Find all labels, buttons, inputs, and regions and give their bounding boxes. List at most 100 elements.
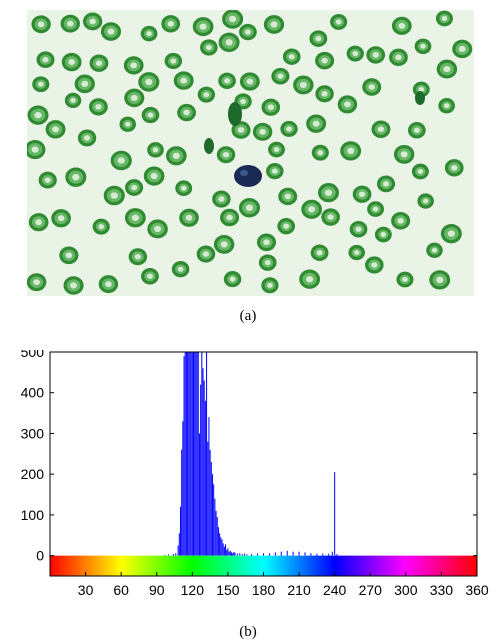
x-tick-label: 360 [465, 582, 489, 598]
red-blood-cell [268, 141, 285, 158]
red-blood-cell [89, 98, 108, 116]
red-blood-cell [61, 52, 82, 72]
red-blood-cell [60, 14, 80, 33]
red-blood-cell [452, 39, 473, 59]
red-blood-cell [27, 105, 49, 125]
red-blood-cell [27, 273, 47, 292]
red-blood-cell [82, 12, 103, 31]
red-blood-cell [140, 25, 158, 42]
red-blood-cell [280, 120, 298, 137]
y-tick-label: 300 [21, 425, 45, 441]
red-blood-cell [63, 276, 84, 295]
red-blood-cell [32, 76, 50, 93]
red-blood-cell [256, 233, 277, 252]
red-blood-cell [179, 208, 199, 227]
red-blood-cell [124, 88, 145, 108]
y-tick-label: 500 [21, 350, 45, 360]
red-blood-cell [92, 218, 110, 235]
red-blood-cell [238, 198, 261, 218]
red-blood-cell [161, 15, 181, 33]
blood-smear-image [27, 10, 474, 296]
red-blood-cell [340, 141, 362, 161]
red-blood-cell [389, 48, 408, 66]
red-blood-cell [27, 139, 46, 160]
red-blood-cell [36, 51, 55, 68]
red-blood-cell [38, 171, 57, 189]
red-blood-cell [239, 23, 257, 41]
red-blood-cell [330, 14, 348, 30]
red-blood-cell [318, 183, 339, 203]
red-blood-cell [261, 277, 279, 294]
red-blood-cell [220, 208, 240, 227]
red-blood-cell [165, 146, 187, 166]
red-blood-cell [352, 185, 372, 203]
red-blood-cell [218, 32, 240, 53]
red-blood-cell [309, 30, 328, 47]
red-blood-cell [293, 75, 314, 95]
red-blood-cell [396, 271, 414, 288]
red-blood-cell [414, 38, 432, 55]
red-blood-cell [177, 103, 196, 122]
red-blood-cell [77, 129, 97, 147]
x-tick-label: 30 [78, 582, 94, 598]
red-blood-cell [119, 116, 136, 132]
red-blood-cell [74, 74, 95, 94]
red-blood-cell [110, 150, 132, 171]
red-blood-cell [258, 254, 277, 271]
red-blood-cell [349, 221, 368, 238]
red-blood-cell [216, 146, 236, 164]
red-blood-cell [124, 208, 146, 228]
red-blood-cell [65, 167, 87, 187]
x-tick-label: 210 [287, 582, 311, 598]
red-blood-cell [271, 67, 290, 85]
red-blood-cell [147, 142, 164, 158]
x-tick-label: 330 [430, 582, 454, 598]
red-blood-cell [123, 56, 144, 75]
red-blood-cell [218, 72, 236, 89]
red-blood-cell [315, 51, 335, 70]
red-blood-cell [301, 199, 322, 219]
red-blood-cell [59, 246, 79, 265]
red-blood-cell [444, 159, 464, 177]
red-blood-cell [362, 78, 382, 96]
x-tick-label: 150 [216, 582, 240, 598]
red-blood-cell [366, 46, 386, 64]
red-blood-cell [141, 106, 160, 124]
red-blood-cell [310, 244, 329, 262]
red-blood-cell [299, 269, 321, 289]
red-blood-cell [45, 120, 66, 139]
y-tick-label: 0 [36, 548, 44, 564]
red-blood-cell [31, 15, 51, 34]
red-blood-cell [261, 98, 281, 116]
white-blood-cell-nucleus [234, 165, 262, 187]
red-blood-cell [277, 217, 296, 235]
red-blood-cell [337, 95, 358, 114]
red-blood-cell [311, 144, 329, 161]
red-blood-cell [147, 219, 168, 239]
red-blood-cell [393, 144, 415, 164]
red-blood-cell [222, 10, 244, 29]
red-blood-cell [212, 190, 231, 208]
x-tick-label: 120 [181, 582, 205, 598]
red-blood-cell [346, 45, 364, 62]
red-blood-cell [28, 213, 49, 232]
platelet-cluster [204, 138, 214, 154]
red-blood-cell [365, 256, 384, 274]
red-blood-cell [417, 193, 434, 209]
y-tick-label: 200 [21, 466, 45, 482]
red-blood-cell [348, 244, 365, 261]
red-blood-cell [192, 17, 214, 37]
red-blood-cell [64, 92, 82, 109]
plot-frame [49, 351, 478, 577]
red-blood-cell [171, 261, 190, 278]
x-tick-label: 270 [359, 582, 383, 598]
red-blood-cell [367, 201, 385, 217]
red-blood-cell [231, 121, 251, 139]
caption-a: (a) [239, 308, 257, 324]
red-blood-cell [436, 59, 458, 79]
red-blood-cell [143, 166, 165, 186]
red-blood-cell [278, 187, 298, 206]
red-blood-cell [438, 98, 455, 114]
red-blood-cell [429, 270, 451, 290]
histogram-bars [164, 352, 338, 556]
